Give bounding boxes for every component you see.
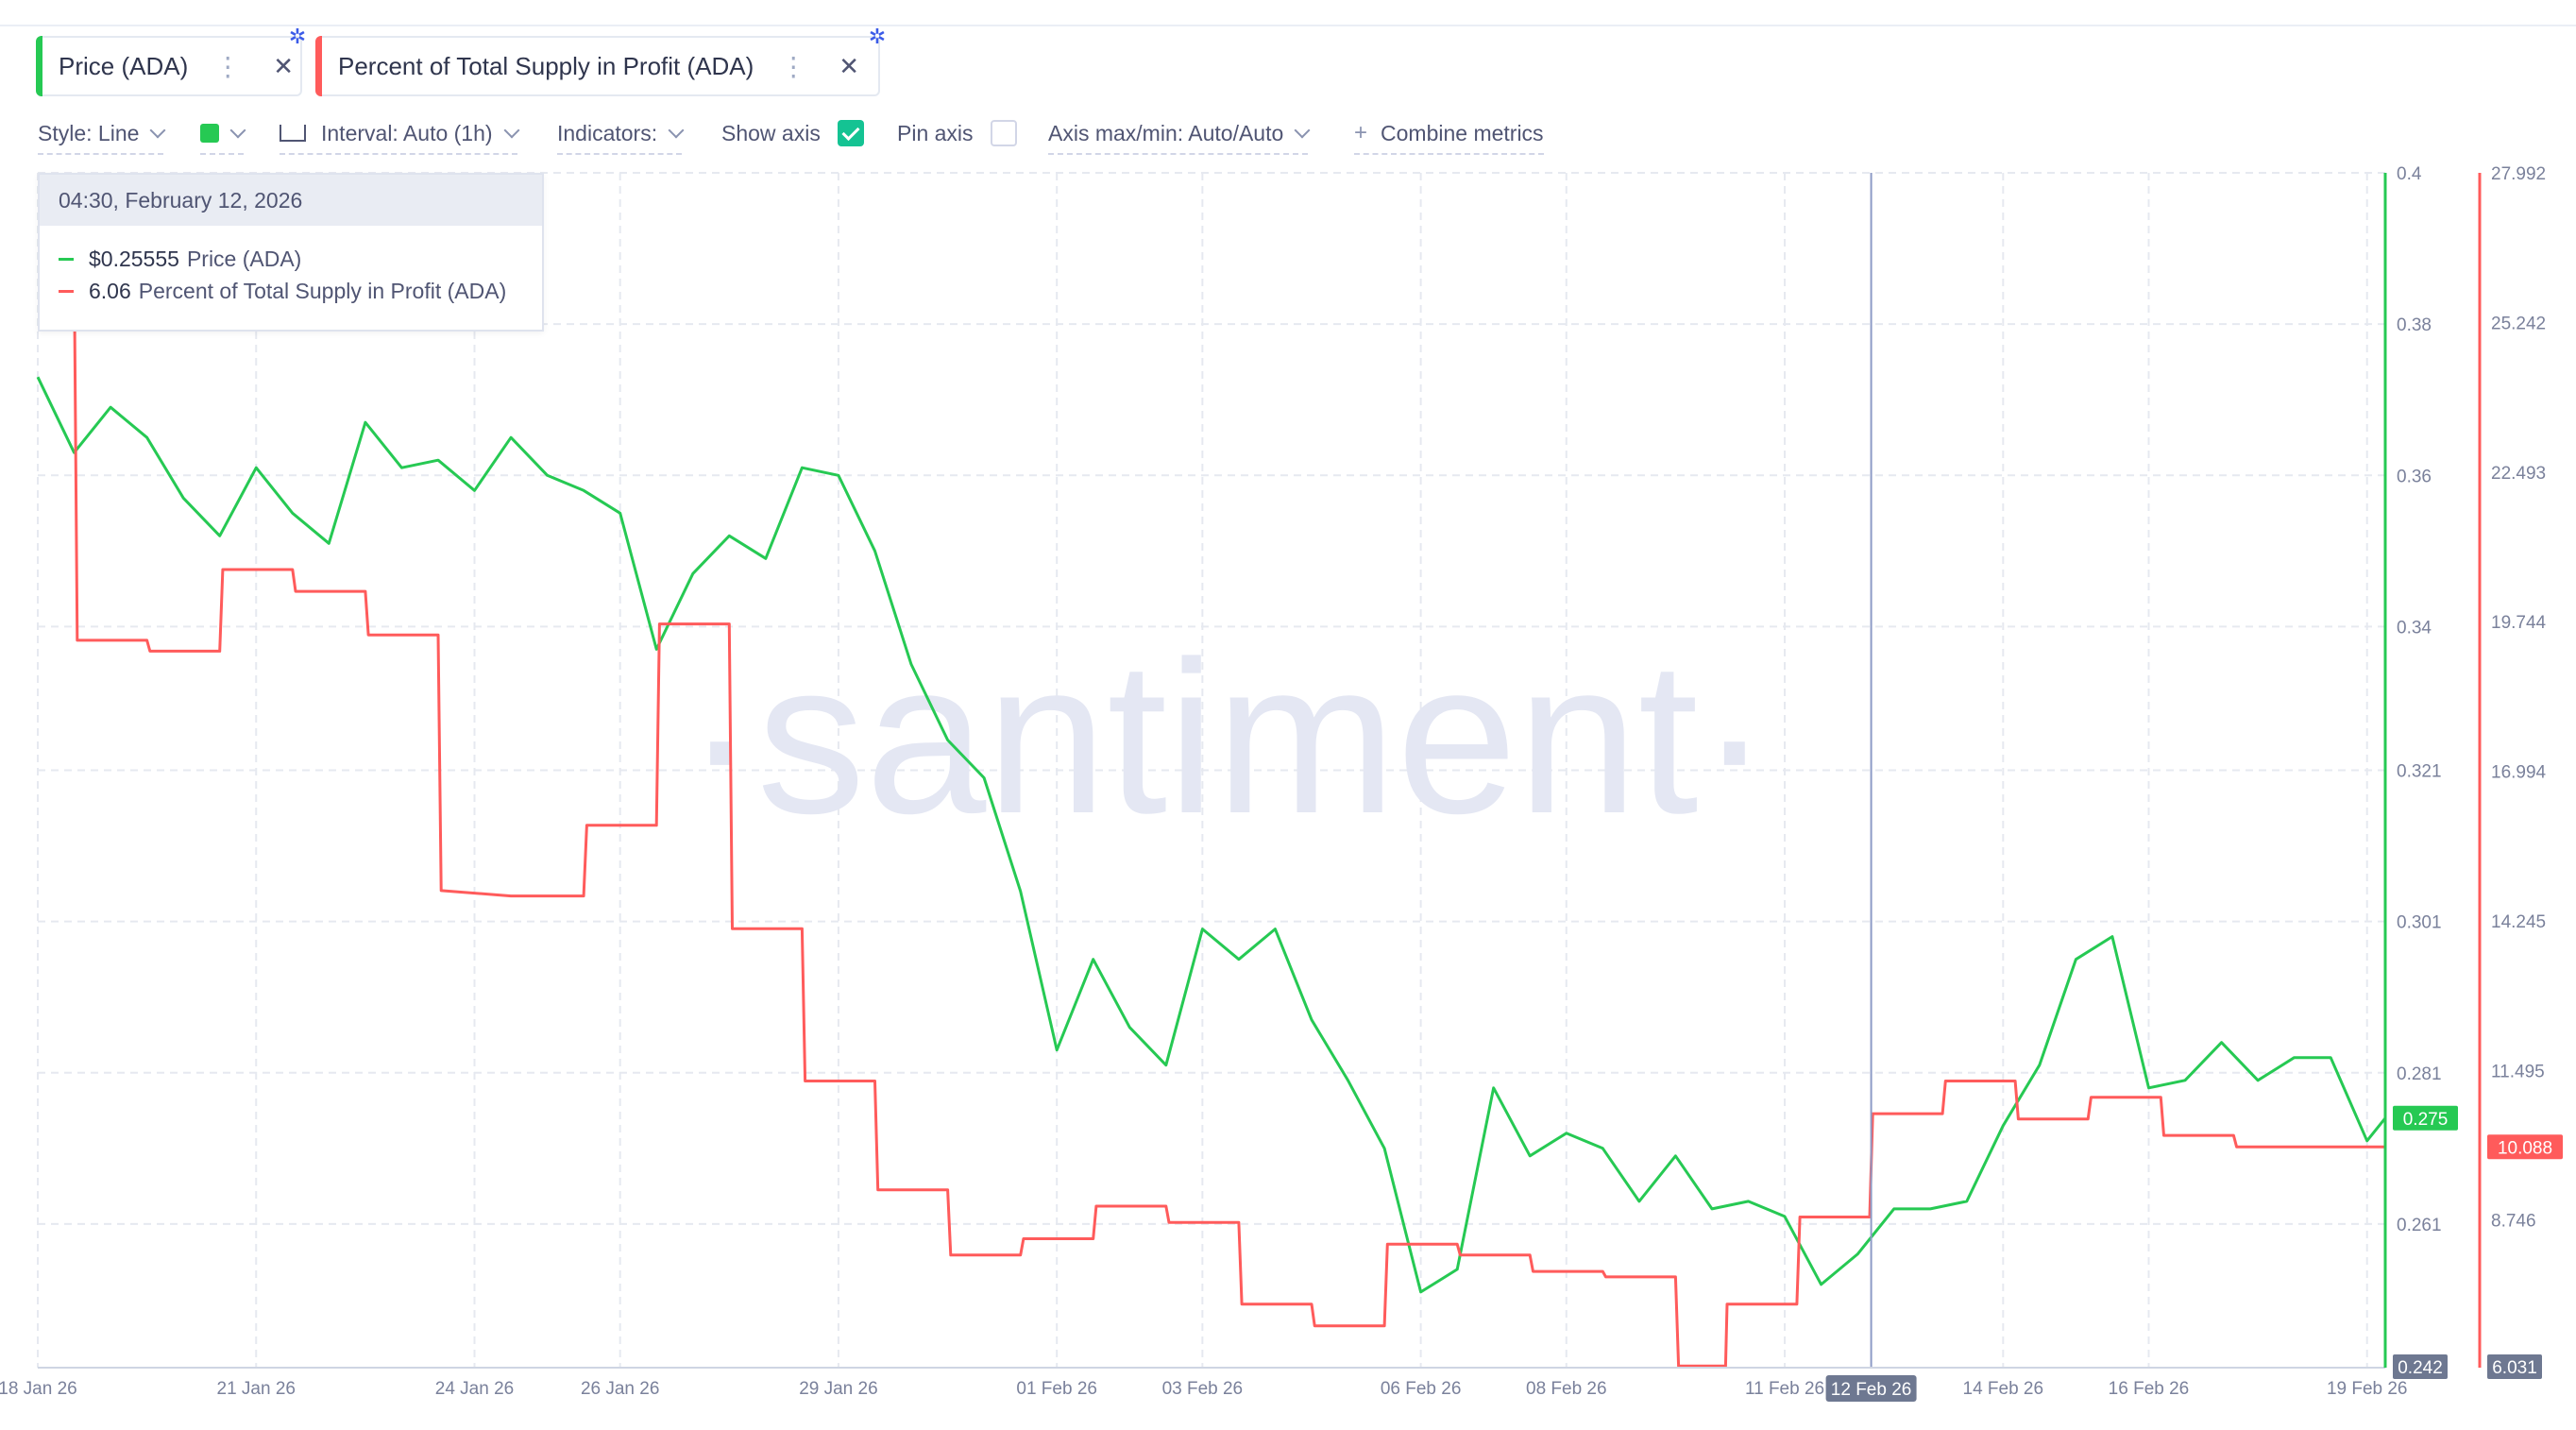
tooltip-metric-name: Price (ADA) xyxy=(186,247,302,271)
indicators-dropdown[interactable]: Indicators: xyxy=(557,113,685,155)
combine-metrics-button[interactable]: + Combine metrics xyxy=(1354,113,1544,155)
ruler-icon xyxy=(280,125,306,142)
y-tick-label: 25.242 xyxy=(2491,314,2546,333)
tooltip-metric-name: Percent of Total Supply in Profit (ADA) xyxy=(138,279,507,303)
combine-metrics-label: Combine metrics xyxy=(1381,120,1544,145)
last-value-label: 10.088 xyxy=(2498,1138,2552,1158)
x-tick-label: 26 Jan 26 xyxy=(581,1379,659,1399)
axis-maxmin-dropdown[interactable]: Axis max/min: Auto/Auto xyxy=(1048,113,1311,155)
y-tick-label: 22.493 xyxy=(2491,464,2546,484)
x-tick-label: 18 Jan 26 xyxy=(0,1379,77,1399)
x-tick-label: 01 Feb 26 xyxy=(1016,1379,1097,1399)
axis-min-label: 0.242 xyxy=(2398,1358,2443,1378)
x-tick-label: 21 Jan 26 xyxy=(217,1379,296,1399)
x-tick-label: 24 Jan 26 xyxy=(435,1379,514,1399)
x-tick-label: 19 Feb 26 xyxy=(2327,1379,2408,1399)
tooltip-row-supply: 6.06 Percent of Total Supply in Profit (… xyxy=(59,279,506,304)
last-value-badge xyxy=(2393,1105,2458,1131)
style-dropdown[interactable]: Style: Line xyxy=(38,113,166,155)
y-tick-label: 11.495 xyxy=(2491,1062,2545,1081)
chart-axes: 12 Feb 26 0.4 0.38 0.36 0.34 0.321 0.301 0.281 0… xyxy=(38,164,2563,1402)
y-tick-label: 0.34 xyxy=(2397,618,2432,638)
x-tick-label: 03 Feb 26 xyxy=(1162,1379,1244,1399)
chart-grid xyxy=(37,172,2385,1369)
tooltip-row-price: $0.25555 Price (ADA) xyxy=(59,247,301,272)
show-axis-toggle[interactable]: Show axis xyxy=(721,113,864,153)
y-tick-label: 8.746 xyxy=(2491,1212,2536,1232)
x-tick-label: 29 Jan 26 xyxy=(799,1379,877,1399)
metric-chip-supply-profit[interactable]: Percent of Total Supply in Profit (ADA) … xyxy=(315,36,880,96)
crosshair-date-label: 12 Feb 26 xyxy=(1831,1380,1912,1400)
more-vertical-icon[interactable]: ⋮ xyxy=(214,51,242,81)
y-tick-label: 14.245 xyxy=(2491,912,2546,932)
y-tick-label: 27.992 xyxy=(2491,164,2546,184)
color-dropdown[interactable] xyxy=(200,113,246,155)
y-tick-label: 19.744 xyxy=(2491,613,2547,633)
series-layer xyxy=(36,258,2387,1368)
axis-maxmin-label: Axis max/min: Auto/Auto xyxy=(1048,120,1284,145)
pin-axis-label: Pin axis xyxy=(897,120,974,145)
axis-min-badge xyxy=(2487,1354,2542,1379)
plus-icon: + xyxy=(1354,120,1368,145)
more-vertical-icon[interactable]: ⋮ xyxy=(780,51,807,81)
axis-min-label: 6.031 xyxy=(2492,1358,2537,1378)
x-tick-label: 06 Feb 26 xyxy=(1381,1379,1462,1399)
tooltip-value: 6.06 xyxy=(89,279,131,303)
legend-marker xyxy=(59,258,74,261)
metric-color-bar xyxy=(36,36,42,96)
y-tick-label: 0.261 xyxy=(2397,1216,2442,1235)
settings-icon[interactable]: ✲ xyxy=(868,25,887,48)
last-value-label: 0.275 xyxy=(2403,1110,2449,1130)
legend-marker xyxy=(59,290,74,293)
crosshair-date-badge xyxy=(1825,1375,1917,1402)
x-tick-label: 08 Feb 26 xyxy=(1526,1379,1607,1399)
tooltip-date: 04:30, February 12, 2026 xyxy=(40,175,542,226)
pin-axis-checkbox[interactable] xyxy=(990,120,1017,146)
metric-label: Percent of Total Supply in Profit (ADA) xyxy=(338,51,754,80)
interval-dropdown[interactable]: Interval: Auto (1h) xyxy=(280,113,520,155)
series-line-1 xyxy=(38,258,2385,1368)
watermark: ·santiment· xyxy=(685,616,1771,859)
y-tick-label: 0.36 xyxy=(2397,467,2432,486)
indicators-label: Indicators: xyxy=(557,120,658,145)
y-tick-label: 0.38 xyxy=(2397,315,2432,335)
interval-label: Interval: Auto (1h) xyxy=(321,120,493,145)
metric-chip-price[interactable]: Price (ADA) ⋮ ✕ xyxy=(36,36,302,96)
show-axis-checkbox[interactable] xyxy=(837,120,864,146)
chart-tooltip: 04:30, February 12, 2026 $0.25555 Price … xyxy=(38,173,544,332)
top-divider xyxy=(0,25,2576,26)
x-tick-label: 14 Feb 26 xyxy=(1963,1379,2044,1399)
axis-min-badge xyxy=(2393,1354,2448,1379)
pin-axis-toggle[interactable]: Pin axis xyxy=(897,113,1017,153)
last-value-badge xyxy=(2487,1134,2563,1160)
x-tick-label: 16 Feb 26 xyxy=(2109,1379,2190,1399)
series-line-0 xyxy=(36,376,2387,1294)
metric-color-bar xyxy=(315,36,322,96)
color-swatch xyxy=(200,124,219,143)
y-tick-label: 16.994 xyxy=(2491,763,2547,783)
x-axis-labels: 18 Jan 26 21 Jan 26 24 Jan 26 26 Jan 26 29 J… xyxy=(0,1379,2408,1399)
settings-icon[interactable]: ✲ xyxy=(288,25,307,48)
y-tick-label: 0.321 xyxy=(2397,762,2442,782)
style-label: Style: Line xyxy=(38,120,140,145)
y-tick-label: 0.4 xyxy=(2397,164,2422,184)
close-icon[interactable]: ✕ xyxy=(273,51,295,80)
tooltip-value: $0.25555 xyxy=(89,247,179,271)
show-axis-label: Show axis xyxy=(721,120,821,145)
y-tick-label: 0.301 xyxy=(2397,913,2442,933)
x-tick-label: 11 Feb 26 xyxy=(1745,1379,1824,1399)
y-tick-label: 0.281 xyxy=(2397,1064,2442,1084)
close-icon[interactable]: ✕ xyxy=(839,51,860,80)
metric-label: Price (ADA) xyxy=(59,51,189,80)
